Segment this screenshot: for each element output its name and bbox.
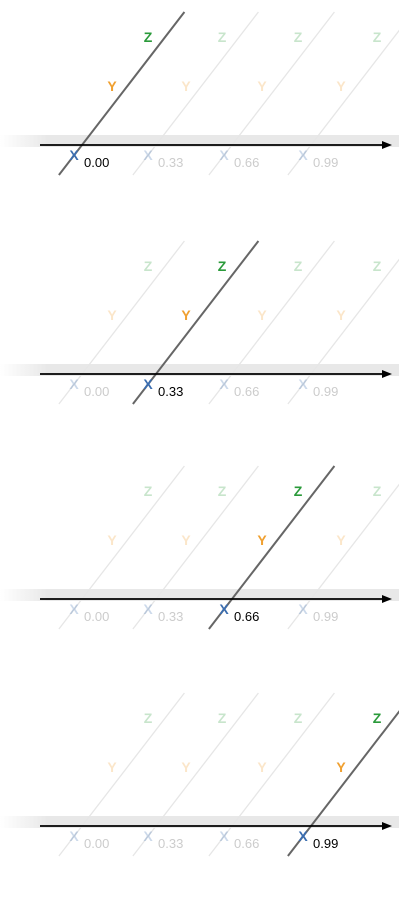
tick-label: 0.99 xyxy=(313,836,338,851)
x-label: X xyxy=(143,601,153,617)
x-label: X xyxy=(143,147,153,163)
axis-arrowhead-icon xyxy=(382,141,392,149)
z-label: Z xyxy=(144,258,153,274)
active-slanted-line xyxy=(58,11,186,176)
x-label: X xyxy=(298,376,308,392)
y-label: Y xyxy=(336,78,346,94)
axis-shadow-band xyxy=(0,589,399,601)
z-label: Z xyxy=(373,710,382,726)
z-label: Z xyxy=(218,710,227,726)
tick-label: 0.99 xyxy=(313,384,338,399)
axis-shadow-band xyxy=(0,364,399,376)
z-label: Z xyxy=(144,710,153,726)
tick-label: 0.66 xyxy=(234,836,259,851)
y-label: Y xyxy=(107,78,117,94)
z-label: Z xyxy=(373,258,382,274)
y-label: Y xyxy=(257,78,267,94)
x-label: X xyxy=(219,376,229,392)
active-slanted-line xyxy=(208,465,336,630)
y-label: Y xyxy=(336,307,346,323)
x-label: X xyxy=(69,376,79,392)
y-label: Y xyxy=(107,307,117,323)
axis-arrowhead-icon xyxy=(382,370,392,378)
z-label: Z xyxy=(218,483,227,499)
z-label: Z xyxy=(294,29,303,45)
x-label: X xyxy=(69,828,79,844)
x-label: X xyxy=(219,601,229,617)
faint-slanted-line xyxy=(132,465,259,630)
tick-label: 0.66 xyxy=(234,384,259,399)
z-label: Z xyxy=(218,258,227,274)
z-label: Z xyxy=(294,710,303,726)
x-label: X xyxy=(69,601,79,617)
tick-label: 0.33 xyxy=(158,384,183,399)
axis-arrowhead-icon xyxy=(382,822,392,830)
x-label: X xyxy=(298,147,308,163)
faint-slanted-line xyxy=(132,692,259,857)
x-label: X xyxy=(219,828,229,844)
y-label: Y xyxy=(181,532,191,548)
z-label: Z xyxy=(144,29,153,45)
y-label: Y xyxy=(107,532,117,548)
z-label: Z xyxy=(373,29,382,45)
y-label: Y xyxy=(257,307,267,323)
x-label: X xyxy=(298,828,308,844)
tick-label: 0.00 xyxy=(84,609,109,624)
faint-slanted-line xyxy=(58,692,185,857)
y-label: Y xyxy=(257,759,267,775)
faint-slanted-line xyxy=(58,240,185,405)
active-slanted-line xyxy=(132,240,260,405)
tick-label: 0.33 xyxy=(158,155,183,170)
tick-label: 0.00 xyxy=(84,836,109,851)
y-label: Y xyxy=(181,759,191,775)
x-label: X xyxy=(143,828,153,844)
tick-label: 0.00 xyxy=(84,384,109,399)
faint-slanted-line xyxy=(208,11,335,176)
tick-label: 0.99 xyxy=(313,609,338,624)
faint-slanted-line xyxy=(287,29,399,176)
tick-label: 0.33 xyxy=(158,609,183,624)
y-label: Y xyxy=(257,532,267,548)
z-label: Z xyxy=(294,483,303,499)
x-label: X xyxy=(143,376,153,392)
axis-shadow-band xyxy=(0,135,399,147)
tick-label: 0.66 xyxy=(234,155,259,170)
faint-slanted-line xyxy=(208,240,335,405)
axis-shadow-band xyxy=(0,816,399,828)
tick-label: 0.66 xyxy=(234,609,259,624)
faint-slanted-line xyxy=(58,465,185,630)
faint-slanted-line xyxy=(287,483,399,630)
y-label: Y xyxy=(181,307,191,323)
tick-label: 0.33 xyxy=(158,836,183,851)
x-label: X xyxy=(298,601,308,617)
y-label: Y xyxy=(107,759,117,775)
y-label: Y xyxy=(336,532,346,548)
z-label: Z xyxy=(144,483,153,499)
x-label: X xyxy=(219,147,229,163)
tick-label: 0.99 xyxy=(313,155,338,170)
z-label: Z xyxy=(218,29,227,45)
faint-slanted-line xyxy=(287,258,399,405)
y-label: Y xyxy=(336,759,346,775)
y-label: Y xyxy=(181,78,191,94)
x-label: X xyxy=(69,147,79,163)
tick-label: 0.00 xyxy=(84,155,109,170)
faint-slanted-line xyxy=(208,692,335,857)
z-label: Z xyxy=(294,258,303,274)
faint-slanted-line xyxy=(132,11,259,176)
z-label: Z xyxy=(373,483,382,499)
axis-arrowhead-icon xyxy=(382,595,392,603)
active-slanted-line xyxy=(287,710,399,857)
